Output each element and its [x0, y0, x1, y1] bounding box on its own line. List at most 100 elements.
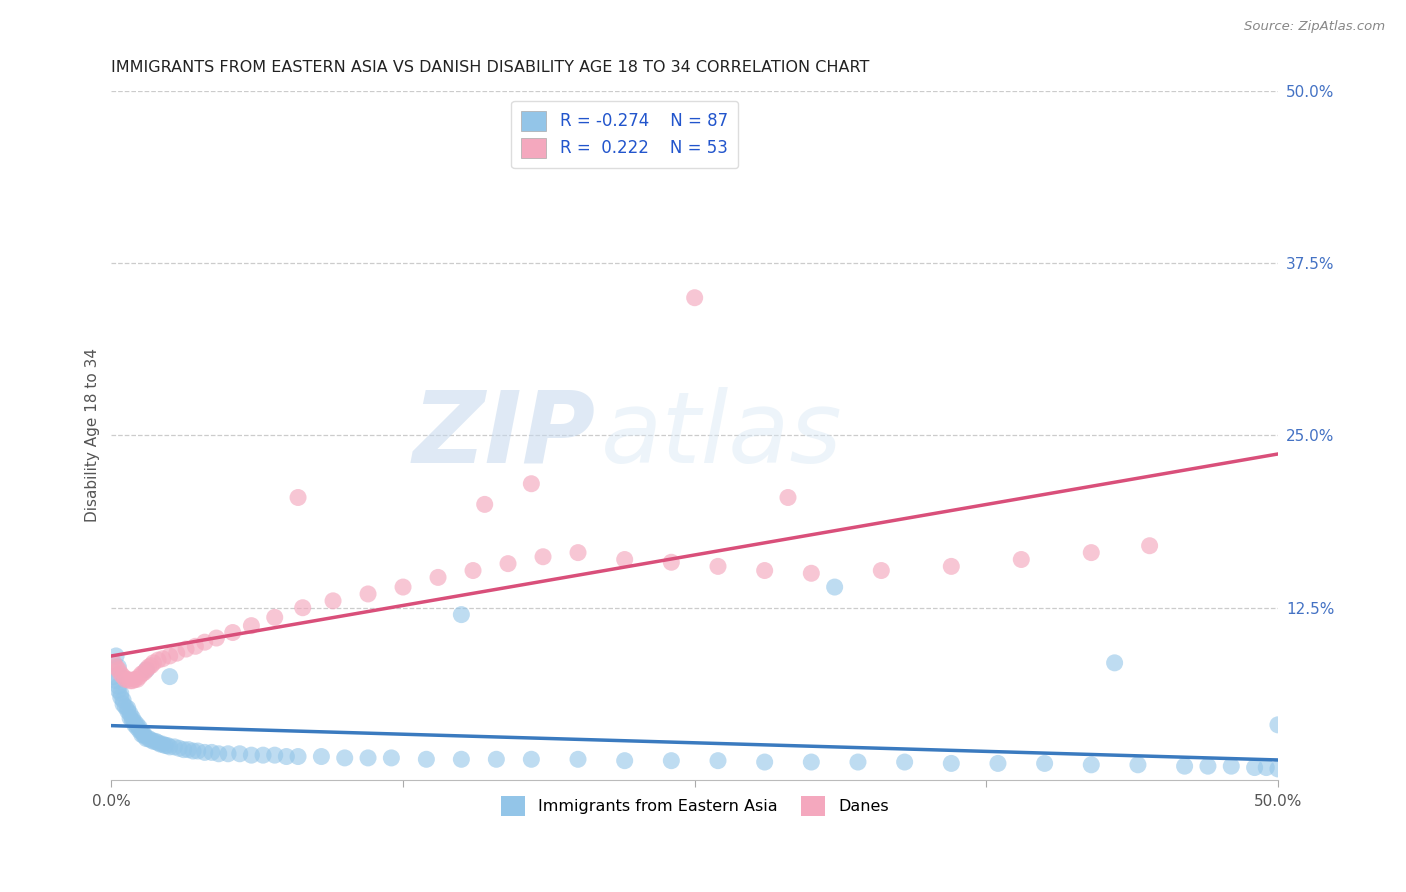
Point — [263, 748, 285, 763]
Point — [613, 552, 636, 566]
Point — [941, 756, 963, 771]
Point — [173, 742, 195, 756]
Point — [1220, 759, 1243, 773]
Point — [496, 557, 519, 571]
Point — [132, 727, 155, 741]
Point — [474, 497, 496, 511]
Point — [1126, 757, 1149, 772]
Point — [707, 754, 730, 768]
Text: ZIP: ZIP — [412, 387, 596, 484]
Point — [139, 658, 162, 673]
Point — [870, 564, 893, 578]
Point — [163, 739, 186, 754]
Point — [110, 666, 132, 681]
Point — [1080, 757, 1102, 772]
Point — [124, 673, 146, 687]
Point — [184, 640, 207, 654]
Point — [120, 711, 142, 725]
Point — [1174, 759, 1197, 773]
Point — [132, 665, 155, 680]
Legend: Immigrants from Eastern Asia, Danes: Immigrants from Eastern Asia, Danes — [494, 789, 897, 823]
Point — [166, 646, 188, 660]
Point — [145, 734, 167, 748]
Point — [461, 564, 484, 578]
Point — [800, 755, 823, 769]
Point — [659, 555, 682, 569]
Point — [1267, 762, 1289, 776]
Point — [128, 721, 150, 735]
Point — [263, 610, 285, 624]
Point — [146, 653, 169, 667]
Point — [287, 491, 309, 505]
Point — [124, 715, 146, 730]
Point — [152, 737, 174, 751]
Point — [485, 752, 508, 766]
Point — [205, 631, 228, 645]
Point — [120, 673, 142, 688]
Point — [128, 723, 150, 738]
Point — [893, 755, 915, 769]
Point — [229, 747, 252, 761]
Point — [112, 697, 135, 711]
Point — [520, 752, 543, 766]
Point — [322, 594, 344, 608]
Point — [776, 491, 799, 505]
Point — [142, 734, 165, 748]
Point — [201, 745, 224, 759]
Point — [107, 679, 129, 693]
Point — [291, 600, 314, 615]
Point — [135, 663, 157, 677]
Point — [131, 666, 153, 681]
Point — [105, 673, 128, 688]
Point — [107, 663, 129, 677]
Point — [1033, 756, 1056, 771]
Point — [567, 752, 589, 766]
Point — [142, 656, 165, 670]
Point — [105, 660, 128, 674]
Point — [135, 731, 157, 746]
Point — [217, 747, 239, 761]
Point — [159, 648, 181, 663]
Point — [941, 559, 963, 574]
Point — [659, 754, 682, 768]
Point — [222, 625, 245, 640]
Point — [1080, 546, 1102, 560]
Point — [194, 745, 217, 759]
Point — [707, 559, 730, 574]
Point — [105, 648, 128, 663]
Point — [754, 755, 776, 769]
Point — [117, 701, 139, 715]
Point — [450, 607, 472, 622]
Point — [131, 724, 153, 739]
Point — [567, 546, 589, 560]
Point — [1010, 552, 1032, 566]
Point — [153, 739, 176, 753]
Point — [187, 744, 209, 758]
Point — [103, 670, 125, 684]
Point — [103, 656, 125, 670]
Point — [117, 673, 139, 687]
Point — [208, 747, 231, 761]
Point — [181, 744, 204, 758]
Point — [824, 580, 846, 594]
Point — [1104, 656, 1126, 670]
Point — [276, 749, 298, 764]
Point — [110, 686, 132, 700]
Point — [754, 564, 776, 578]
Point — [128, 670, 150, 684]
Point — [159, 739, 181, 754]
Point — [194, 635, 217, 649]
Point — [450, 752, 472, 766]
Point — [177, 742, 200, 756]
Point — [156, 739, 179, 753]
Point — [252, 748, 274, 763]
Point — [240, 618, 263, 632]
Point — [139, 733, 162, 747]
Point — [125, 718, 148, 732]
Point — [138, 731, 160, 746]
Point — [846, 755, 869, 769]
Point — [1139, 539, 1161, 553]
Point — [174, 642, 197, 657]
Point — [114, 700, 136, 714]
Point — [311, 749, 333, 764]
